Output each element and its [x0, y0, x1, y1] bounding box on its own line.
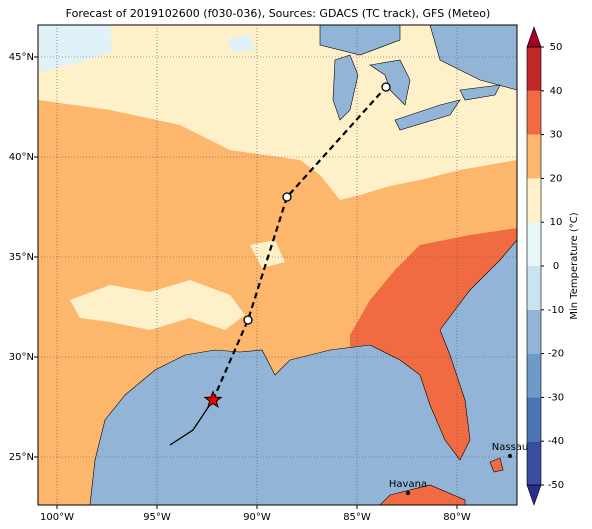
lon-tick-label: 95°W [143, 512, 171, 523]
place-dot [406, 491, 410, 495]
lon-tick-label: 90°W [243, 512, 271, 523]
place-label: Havana [389, 479, 427, 490]
colorbar-band [527, 47, 541, 91]
colorbar-band [527, 178, 541, 223]
forecast-point [243, 315, 253, 325]
colorbar-band [527, 222, 541, 266]
colorbar-extend-under [526, 484, 542, 506]
current-position [203, 390, 223, 409]
lat-tick-label: 25°N [9, 452, 34, 463]
sea [89, 239, 517, 505]
lat-tick-label: 30°N [9, 352, 34, 363]
islands [379, 457, 504, 505]
colorbar-band [527, 309, 541, 354]
colorbar-band [527, 90, 541, 135]
place-label: Nassau [492, 442, 529, 453]
colorbar-tick-label: -20 [548, 349, 564, 360]
forecast-point [282, 192, 292, 202]
colorbar-band [527, 134, 541, 179]
place-dot [508, 454, 512, 458]
colorbar-band [527, 266, 541, 310]
lon-tick-label: 85°W [343, 512, 371, 523]
colorbar-band [527, 397, 541, 442]
lat-tick-label: 35°N [9, 252, 34, 263]
colorbar-tick-label: 40 [550, 86, 563, 97]
colorbar-band [527, 353, 541, 398]
past-track [169, 399, 214, 446]
colorbar-tick-label: 50 [550, 42, 563, 53]
forecast-track [211, 86, 387, 401]
colorbar-tick-label: -10 [548, 305, 564, 316]
cool-patch [70, 240, 285, 330]
lon-tick-label: 80°W [443, 512, 471, 523]
colorbar-tick-label: -50 [548, 480, 564, 491]
lakes [319, 25, 517, 131]
map-layers [38, 25, 517, 505]
colorbar-tick-label: 30 [550, 130, 563, 141]
colorbar-tick-label: -30 [548, 392, 564, 403]
colorbar-tick-label: 0 [553, 261, 559, 272]
colorbar-label: Min Temperature (°C) [569, 212, 580, 319]
colorbar-tick-label: 20 [550, 173, 563, 184]
cold-patch [38, 25, 255, 72]
lon-tick-label: 100°W [40, 512, 74, 523]
lat-tick-label: 45°N [9, 52, 34, 63]
title: Forecast of 2019102600 (f030-036), Sourc… [66, 7, 491, 20]
forecast-point [381, 82, 391, 92]
colorbar-extend-over [526, 26, 542, 48]
colorbar-tick-label: -40 [548, 436, 564, 447]
lat-tick-label: 40°N [9, 152, 34, 163]
map-frame [37, 24, 518, 506]
colorbar-tick-label: 10 [550, 217, 563, 228]
colorbar-band [527, 441, 541, 485]
